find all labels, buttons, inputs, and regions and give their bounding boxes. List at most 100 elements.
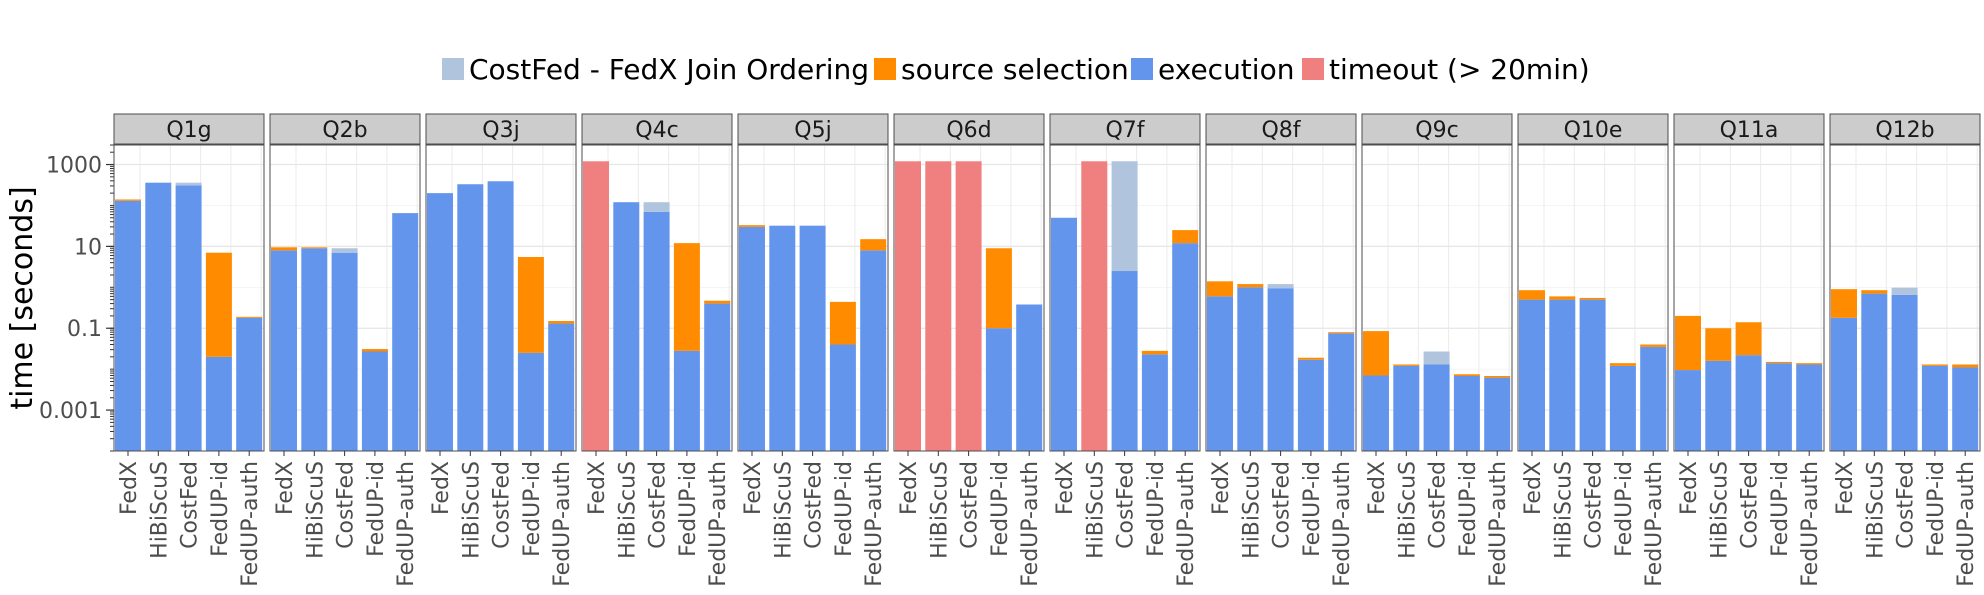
bar-timeout xyxy=(895,161,921,451)
x-tick-label: FedUP-id xyxy=(1144,461,1169,557)
x-tick-label: FedX xyxy=(273,461,298,515)
bar-source xyxy=(1861,290,1888,294)
facet-strip xyxy=(1205,113,1357,145)
facet-q8f: Q8f FedX HiBiScuS CostFed FedUP-id FedUP-auth xyxy=(1205,113,1357,587)
bar-source xyxy=(205,252,232,357)
x-tick-label: CostFed xyxy=(490,461,515,549)
x-tick-label: CostFed xyxy=(1582,461,1607,549)
x-tick-label: FedX xyxy=(1677,461,1702,515)
x-tick-label: FedUP-id xyxy=(1300,461,1325,557)
bar-execution xyxy=(1796,364,1823,451)
facet-q3j: Q3j FedX HiBiScuS CostFed FedUP-id FedUP-auth xyxy=(425,113,577,587)
bar-fedup-auth xyxy=(1484,376,1511,451)
bar-execution xyxy=(1861,293,1888,451)
bar-costfed xyxy=(1111,161,1138,451)
bar-source xyxy=(673,243,700,351)
x-tick-label: FedUP-auth xyxy=(550,461,575,587)
x-tick-label: FedX xyxy=(117,461,142,515)
bar-fedup-id xyxy=(985,248,1012,451)
x-tick-label: CostFed xyxy=(178,461,203,549)
bar-costfed xyxy=(331,248,358,451)
bar-source xyxy=(860,239,887,251)
bar-fedx xyxy=(115,199,141,451)
bar-execution xyxy=(1549,299,1576,451)
bar-hibiscus xyxy=(925,161,952,451)
legend-swatch-timeout xyxy=(1302,58,1324,80)
legend-label-timeout: timeout (> 20min) xyxy=(1329,53,1590,86)
bar-execution xyxy=(1921,365,1948,451)
facet-label: Q1g xyxy=(166,118,211,143)
x-tick-label: HiBiScuS xyxy=(1551,461,1576,559)
bar-source xyxy=(1675,315,1701,371)
x-tick-label: FedX xyxy=(741,461,766,515)
x-tick-label: FedUP-auth xyxy=(1486,461,1511,587)
bar-execution xyxy=(673,350,700,451)
bar-source xyxy=(301,247,328,249)
bar-execution xyxy=(1640,346,1667,451)
bar-source xyxy=(1705,328,1732,361)
bar-source xyxy=(517,257,544,353)
bar-fedup-id xyxy=(673,243,700,451)
bar-source xyxy=(1484,376,1511,378)
x-tick-label: CostFed xyxy=(646,461,671,549)
legend-label-source: source selection xyxy=(901,53,1129,86)
facet-label: Q10e xyxy=(1564,118,1623,143)
bar-execution xyxy=(1393,365,1420,451)
bar-fedup-id xyxy=(1609,363,1636,451)
bar-fedx xyxy=(1207,281,1233,451)
bar-joinorder xyxy=(175,182,202,186)
facet-strip xyxy=(1829,113,1981,145)
bar-fedx xyxy=(583,161,609,451)
bar-costfed xyxy=(1891,287,1918,451)
bar-fedup-id xyxy=(1141,350,1168,451)
y-axis-title: time [seconds] xyxy=(5,186,40,409)
bar-execution xyxy=(1267,288,1294,451)
bar-execution xyxy=(985,328,1012,451)
bar-fedx xyxy=(739,225,765,451)
x-tick-label: HiBiScuS xyxy=(1395,461,1420,559)
facet-q4c: Q4c FedX HiBiScuS CostFed FedUP-id FedUP-auth xyxy=(581,113,733,587)
bar-source xyxy=(1237,284,1264,288)
bar-source xyxy=(1393,364,1420,366)
facet-strip xyxy=(737,113,889,145)
bar-source xyxy=(1172,230,1199,244)
x-tick-label: FedUP-id xyxy=(1456,461,1481,557)
bar-fedup-auth xyxy=(392,213,419,451)
facet-strip xyxy=(1673,113,1825,145)
bar-source xyxy=(1921,364,1948,366)
x-tick-label: CostFed xyxy=(1270,461,1295,549)
facet-q6d: Q6d FedX HiBiScuS CostFed FedUP-id FedUP-auth xyxy=(893,113,1045,587)
facet-strip xyxy=(113,113,265,145)
bar-execution xyxy=(1765,363,1792,451)
bar-hibiscus xyxy=(1393,364,1420,451)
bar-source xyxy=(1609,363,1636,366)
bar-execution xyxy=(1051,217,1077,451)
x-tick-label: FedUP-auth xyxy=(1330,461,1355,587)
bar-execution xyxy=(1016,304,1043,451)
bar-execution xyxy=(175,185,202,452)
bar-costfed xyxy=(1267,284,1294,451)
x-tick-label: HiBiScuS xyxy=(1707,461,1732,559)
bar-hibiscus xyxy=(613,202,640,451)
bar-fedx xyxy=(1831,289,1857,451)
bar-fedx xyxy=(271,247,297,451)
bar-joinorder xyxy=(1111,161,1138,272)
bar-source xyxy=(1453,374,1480,377)
legend: CostFed - FedX Join Ordering source selec… xyxy=(442,53,1590,86)
facet-q12b: Q12b FedX HiBiScuS CostFed FedUP-id FedUP-aut… xyxy=(1829,113,1981,587)
bar-hibiscus xyxy=(301,247,328,451)
y-tick-label: 1000 xyxy=(46,154,102,179)
facet-label: Q11a xyxy=(1720,118,1779,143)
bar-fedup-auth xyxy=(236,316,263,451)
bar-execution xyxy=(1675,370,1701,451)
bar-execution xyxy=(1484,377,1511,451)
x-tick-label: HiBiScuS xyxy=(1083,461,1108,559)
x-tick-label: FedUP-auth xyxy=(1954,461,1979,587)
x-tick-label: FedX xyxy=(1521,461,1546,515)
facet-label: Q8f xyxy=(1261,118,1301,143)
bar-source xyxy=(1640,344,1667,347)
facet-strip xyxy=(269,113,421,145)
bar-costfed xyxy=(643,202,670,451)
bar-costfed xyxy=(1423,351,1450,451)
bar-costfed xyxy=(799,225,826,451)
